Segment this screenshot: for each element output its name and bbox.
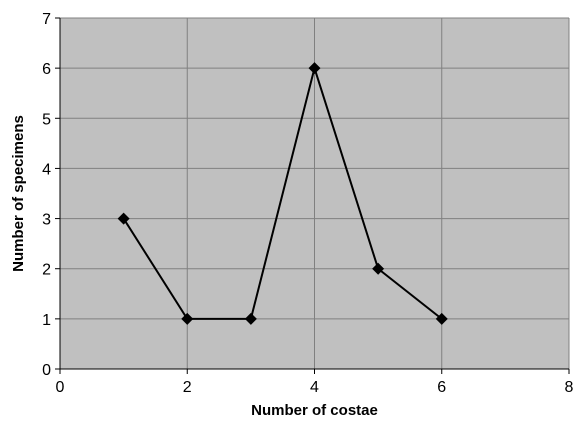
gridlines — [60, 17, 570, 369]
x-tick-label-2: 2 — [183, 379, 192, 396]
x-tick-label-6: 6 — [437, 379, 446, 396]
axes — [55, 17, 570, 374]
data-point-6 — [435, 312, 448, 325]
data-point-4 — [308, 62, 321, 75]
y-tick-label-4: 4 — [42, 161, 51, 178]
series — [117, 62, 448, 325]
y-tick-label-6: 6 — [42, 61, 51, 78]
y-tick-label-7: 7 — [42, 11, 51, 28]
tick-labels: 0 1 2 3 4 5 6 7 0 2 4 6 8 — [42, 11, 573, 396]
y-tick-label-0: 0 — [42, 362, 51, 379]
data-point-2 — [181, 312, 194, 325]
x-tick-label-0: 0 — [56, 379, 65, 396]
y-tick-label-3: 3 — [42, 212, 51, 229]
y-tick-label-5: 5 — [42, 111, 51, 128]
y-axis-title: Number of specimens — [10, 115, 27, 272]
data-point-5 — [372, 262, 385, 275]
x-tick-label-4: 4 — [310, 379, 319, 396]
data-point-1 — [117, 212, 130, 225]
x-axis-title: Number of costae — [251, 402, 378, 419]
series-line-0 — [122, 64, 443, 320]
x-tick-label-8: 8 — [565, 379, 574, 396]
y-tick-label-1: 1 — [42, 312, 51, 329]
data-point-3 — [244, 312, 257, 325]
y-tick-label-2: 2 — [42, 262, 51, 279]
